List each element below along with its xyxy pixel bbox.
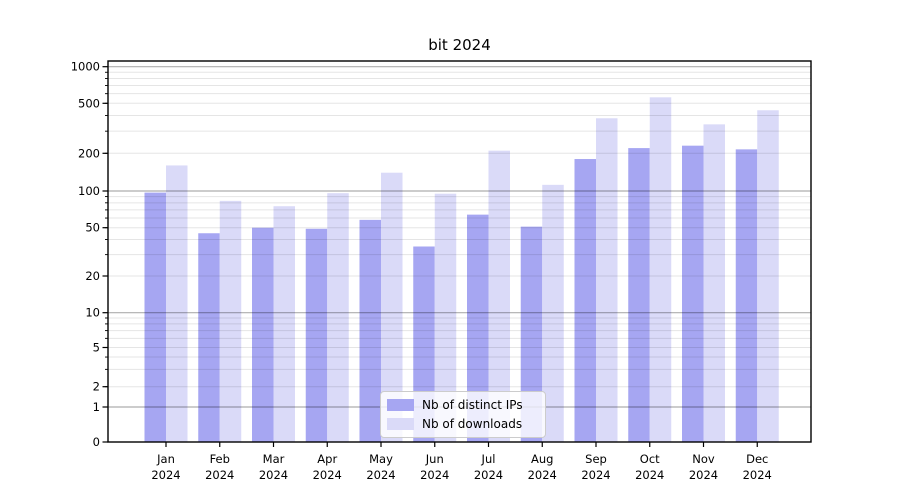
x-tick-label: Oct 2024 — [635, 452, 664, 482]
bar-nb-of-distinct-ips-sep — [574, 159, 596, 442]
x-tick-label: Sep 2024 — [581, 452, 610, 482]
x-tick-label: Dec 2024 — [743, 452, 772, 482]
legend-entry-downloads: Nb of downloads — [387, 417, 545, 431]
y-tick-label: 0 — [93, 435, 100, 449]
bar-nb-of-downloads-jul — [488, 150, 510, 442]
x-tick-label: Mar 2024 — [259, 452, 288, 482]
bar-nb-of-distinct-ips-dec — [735, 149, 758, 442]
bar-nb-of-downloads-sep — [596, 118, 618, 442]
y-tick-label: 50 — [85, 221, 100, 235]
y-tick-label: 500 — [78, 96, 100, 110]
bar-nb-of-distinct-ips-jul — [467, 214, 489, 442]
x-tick-label: Nov 2024 — [689, 452, 718, 482]
x-tick-label: Jun 2024 — [420, 452, 449, 482]
bar-nb-of-downloads-may — [381, 172, 403, 442]
y-tick-label: 5 — [93, 341, 100, 355]
bar-nb-of-distinct-ips-nov — [682, 145, 704, 442]
bar-nb-of-downloads-jun — [434, 193, 457, 442]
chart-title: bit 2024 — [428, 36, 491, 54]
y-tick-label: 1 — [93, 400, 100, 414]
x-tick-label: Jan 2024 — [151, 452, 180, 482]
legend-entry-distinct-ips: Nb of distinct IPs — [387, 398, 545, 412]
axes-spines — [107, 60, 812, 443]
bar-nb-of-distinct-ips-aug — [520, 226, 543, 442]
x-tick-label: Feb 2024 — [205, 452, 234, 482]
bar-nb-of-downloads-mar — [273, 206, 295, 442]
bar-nb-of-downloads-feb — [219, 200, 242, 442]
y-tick-label: 10 — [85, 306, 100, 320]
y-tick-label: 20 — [85, 269, 100, 283]
bar-nb-of-downloads-jan — [166, 165, 188, 442]
bar-nb-of-distinct-ips-feb — [198, 233, 220, 442]
x-tick-label: May 2024 — [366, 452, 395, 482]
x-tick-label: Aug 2024 — [528, 452, 557, 482]
bar-nb-of-downloads-apr — [327, 193, 349, 442]
legend-label-downloads: Nb of downloads — [422, 417, 523, 431]
x-tick-label: Jul 2024 — [474, 452, 503, 482]
y-tick-label: 100 — [78, 184, 100, 198]
legend-label-distinct-ips: Nb of distinct IPs — [422, 398, 523, 412]
bar-nb-of-downloads-dec — [757, 110, 779, 443]
bar-nb-of-downloads-aug — [542, 184, 564, 442]
bar-nb-of-distinct-ips-mar — [252, 227, 274, 442]
legend-swatch-distinct-ips — [387, 399, 414, 411]
y-tick-label: 2 — [93, 380, 100, 394]
bar-nb-of-distinct-ips-oct — [628, 148, 650, 443]
bar-nb-of-distinct-ips-jan — [144, 192, 166, 442]
legend-swatch-downloads — [387, 418, 414, 430]
y-tick-label: 1000 — [71, 60, 100, 74]
bar-nb-of-downloads-oct — [649, 97, 672, 442]
bar-nb-of-distinct-ips-apr — [305, 228, 328, 442]
y-tick-label: 200 — [78, 146, 100, 160]
bar-nb-of-downloads-nov — [703, 124, 725, 443]
bar-nb-of-distinct-ips-may — [359, 219, 381, 442]
legend: Nb of distinct IPs Nb of downloads — [380, 391, 546, 438]
x-tick-label: Apr 2024 — [313, 452, 342, 482]
